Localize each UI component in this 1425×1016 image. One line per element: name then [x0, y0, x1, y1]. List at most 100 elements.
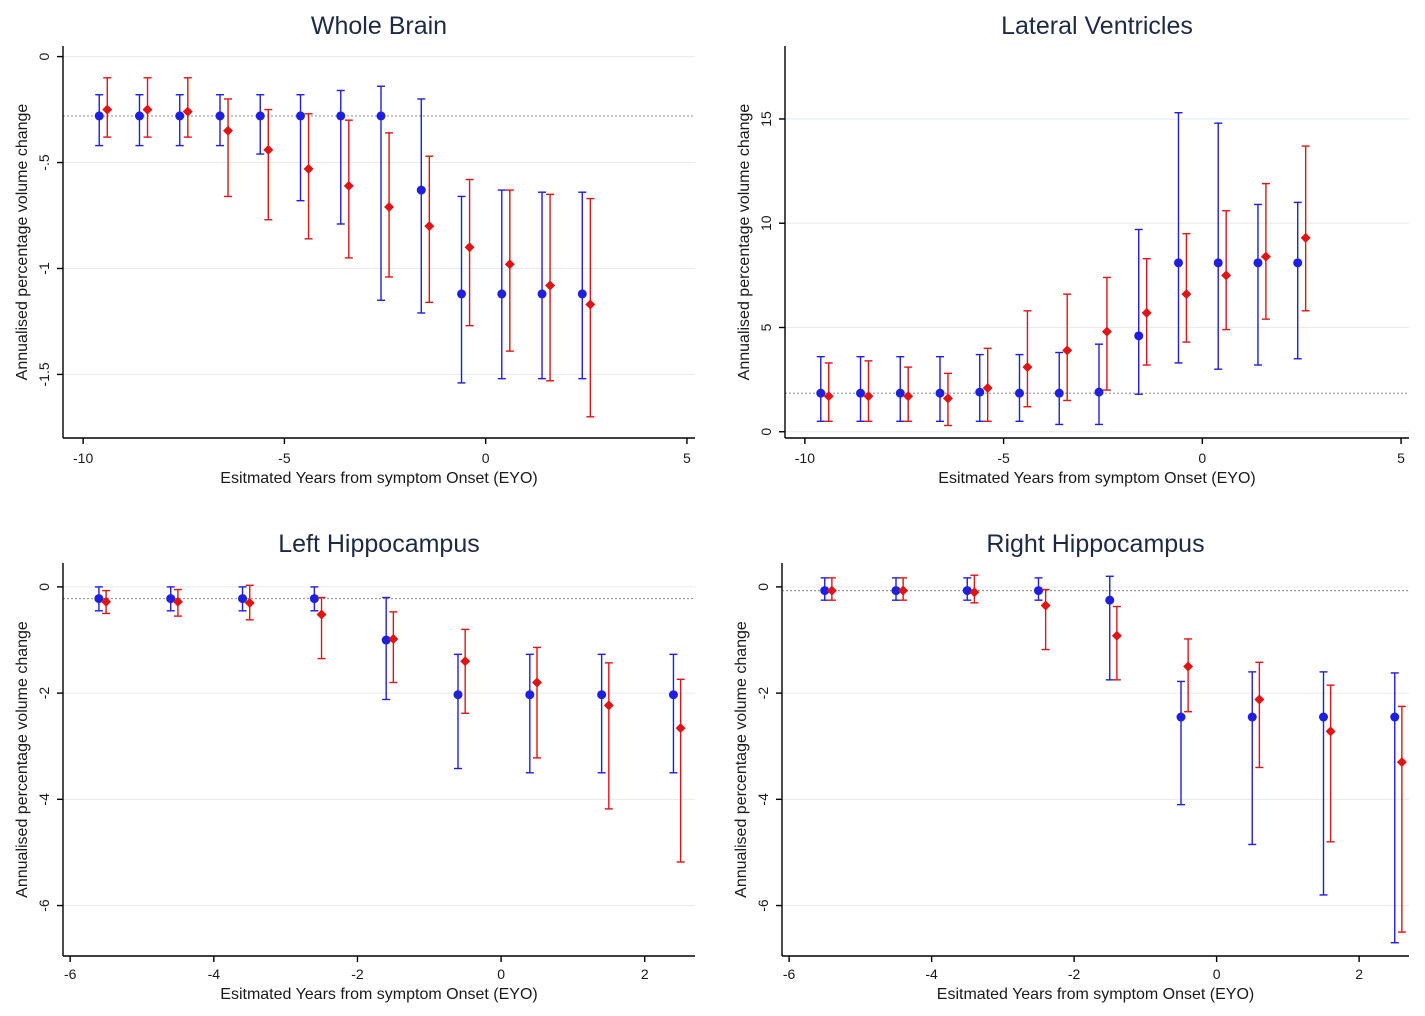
y-tick-label: -2	[36, 687, 52, 700]
chart-title: Lateral Ventricles	[1001, 12, 1193, 40]
x-axis-label: Esitmated Years from symptom Onset (EYO)	[220, 470, 537, 487]
data-point	[816, 388, 826, 398]
y-tick-label: 10	[758, 215, 774, 231]
data-point	[675, 723, 686, 734]
data-point	[1253, 258, 1263, 268]
data-point	[263, 144, 274, 155]
data-point	[309, 594, 319, 604]
panel-left-hippocampus: -6 -4 -2 0 2 0 -2 -4 -6 Left Hippocampus Esitmated…	[0, 510, 712, 1016]
data-point	[457, 289, 467, 299]
data-point	[464, 242, 475, 253]
data-point	[166, 594, 176, 604]
data-point	[142, 104, 153, 115]
data-point	[238, 594, 248, 604]
series-red	[826, 574, 1407, 933]
data-point	[1034, 586, 1043, 596]
y-tick-label: 15	[758, 111, 774, 127]
x-tick-label: -2	[351, 966, 364, 982]
data-point	[1260, 251, 1271, 262]
y-tick-label: -6	[755, 899, 771, 912]
data-point	[982, 382, 993, 393]
data-point	[1022, 362, 1033, 373]
data-point	[102, 104, 113, 115]
series-blue	[94, 586, 678, 774]
data-point	[891, 586, 901, 596]
x-tick-label: 0	[482, 450, 490, 466]
data-point	[826, 585, 837, 596]
data-point	[962, 586, 972, 596]
data-point	[101, 596, 112, 607]
x-tick-label: 5	[1397, 450, 1405, 466]
x-tick-label: 0	[1198, 450, 1206, 466]
x-tick-label: 0	[497, 966, 505, 982]
data-point	[244, 597, 255, 608]
data-point	[1054, 388, 1064, 398]
y-tick-label: -.5	[36, 154, 52, 171]
data-point	[1040, 600, 1051, 611]
x-tick-label: -5	[997, 450, 1010, 466]
data-point	[1213, 258, 1223, 268]
x-tick-label: -10	[795, 450, 815, 466]
data-point	[94, 111, 104, 121]
chart-title: Whole Brain	[311, 12, 447, 40]
y-axis-label: Annualised percentage volume change	[14, 621, 31, 898]
data-point	[1141, 307, 1152, 318]
y-tick-label: 0	[755, 583, 771, 591]
data-point	[94, 594, 104, 604]
data-point	[215, 111, 225, 121]
data-point	[603, 700, 614, 711]
chart-title: Right Hippocampus	[986, 530, 1204, 558]
y-tick-label: -1	[36, 262, 52, 275]
data-point	[942, 393, 953, 404]
data-point	[856, 388, 866, 398]
data-point	[1396, 757, 1407, 768]
x-axis-label: Esitmated Years from symptom Onset (EYO)	[937, 986, 1254, 1003]
series-blue	[820, 575, 1400, 944]
data-point	[175, 111, 185, 121]
data-point	[134, 111, 144, 121]
chart-whole-brain: -10 -5 0 5 0 -.5 -1 -1.5 Whole Brain Esitmated Ye…	[14, 12, 695, 487]
data-point	[1254, 694, 1265, 705]
data-point	[668, 690, 678, 700]
data-point	[577, 289, 587, 299]
data-point	[296, 111, 306, 121]
data-point	[497, 289, 507, 299]
y-tick-label: -1.5	[36, 362, 52, 386]
data-point	[898, 585, 909, 596]
y-tick-label: -4	[755, 793, 771, 806]
data-point	[1319, 712, 1328, 722]
y-tick-label: 5	[758, 323, 774, 331]
data-point	[381, 635, 391, 645]
panel-whole-brain: -10 -5 0 5 0 -.5 -1 -1.5 Whole Brain Esitmated Ye…	[0, 0, 712, 500]
y-tick-label: 0	[36, 583, 52, 591]
panel-right-hippocampus: -6 -4 -2 0 2 0 -2 -4 -6 Right Hippocampus Esitmate…	[712, 510, 1425, 1016]
x-tick-label: -2	[1068, 966, 1081, 982]
data-point	[863, 391, 874, 402]
data-point	[1300, 232, 1311, 243]
data-point	[1094, 387, 1104, 397]
data-point	[1183, 661, 1194, 672]
y-tick-label: -6	[36, 899, 52, 912]
data-point	[1173, 258, 1183, 268]
data-point	[255, 111, 265, 121]
data-point	[1062, 345, 1073, 356]
data-point	[504, 259, 515, 270]
data-point	[182, 106, 193, 117]
data-point	[336, 111, 346, 121]
data-point	[1105, 595, 1115, 605]
data-point	[975, 387, 985, 397]
y-tick-label: -4	[36, 793, 52, 806]
x-axis-label: Esitmated Years from symptom Onset (EYO)	[220, 986, 537, 1003]
x-tick-label: 5	[683, 450, 691, 466]
data-point	[388, 633, 399, 644]
data-point	[223, 125, 234, 136]
series-red	[823, 145, 1311, 427]
data-point	[1101, 326, 1112, 337]
y-axis-label: Annualised percentage volume change	[14, 104, 31, 381]
data-point	[453, 690, 463, 700]
x-tick-label: 2	[641, 966, 649, 982]
data-point	[343, 180, 354, 191]
data-point	[316, 609, 327, 620]
data-point	[1181, 289, 1192, 300]
x-tick-label: 2	[1355, 966, 1363, 982]
